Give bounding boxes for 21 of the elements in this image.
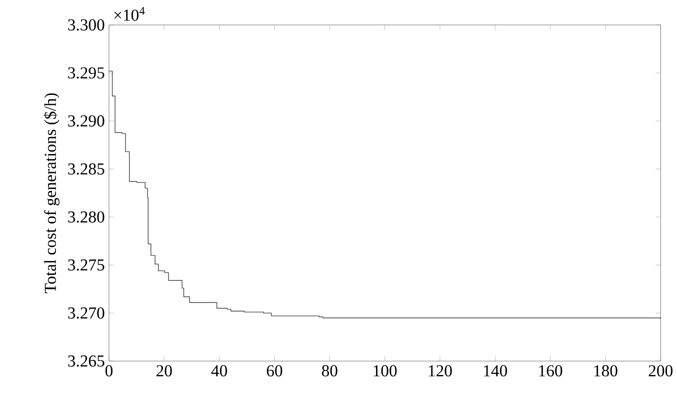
y-tick-label: 3.270 [68, 307, 104, 319]
x-tick-label: 80 [322, 365, 338, 377]
y-tick-label: 3.285 [68, 163, 104, 175]
y-tick-label: 3.290 [68, 115, 104, 127]
y-tick-label: 3.300 [68, 19, 104, 31]
y-tick-label: 3.265 [68, 356, 104, 367]
x-tick-label: 140 [484, 365, 508, 377]
y-tick-label: 3.275 [68, 259, 104, 271]
x-tick-label: 100 [374, 365, 397, 377]
text: ×10$^{4}$ [114, 7, 145, 21]
x-tick-label: 60 [266, 365, 282, 377]
y-tick-label: 3.280 [68, 211, 104, 223]
x-tick-label: 120 [428, 365, 452, 377]
y-axis-title: Total cost of generations ($/h) [44, 93, 60, 294]
x-tick-label: 200 [648, 365, 672, 377]
x-tick-label: 20 [156, 365, 172, 377]
x-tick-label: 0 [105, 365, 113, 377]
x-tick-label: 160 [539, 365, 562, 377]
y-tick-label: 3.295 [68, 67, 104, 79]
x-tick-label: 180 [594, 365, 618, 377]
x-tick-label: 40 [211, 365, 228, 377]
